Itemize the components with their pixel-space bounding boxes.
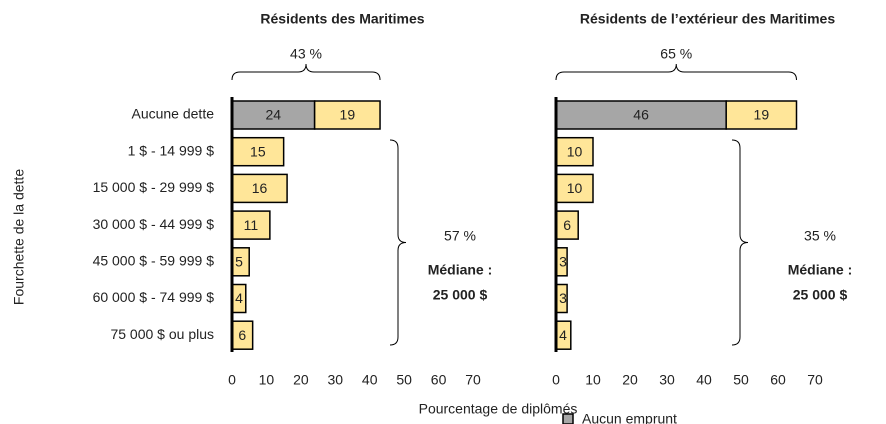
data-label: 4 [559, 327, 567, 343]
top-brace [555, 63, 797, 81]
data-label: 10 [567, 143, 583, 159]
data-label: 19 [754, 107, 770, 123]
x-tick-label: 50 [733, 372, 749, 388]
x-tick-label: 40 [362, 372, 378, 388]
x-tick-label: 0 [552, 372, 560, 388]
top-brace [231, 63, 381, 81]
category-label: 1 $ - 14 999 $ [128, 142, 215, 158]
y-axis-label: Fourchette de la dette [11, 169, 27, 305]
bar-segment [725, 100, 798, 130]
x-tick-label: 30 [659, 372, 675, 388]
bottom-bracket-label: 57 % [444, 228, 476, 244]
data-label: 16 [252, 180, 268, 196]
x-tick-label: 20 [293, 372, 309, 388]
data-label: 4 [235, 290, 243, 306]
median-label: Médiane : [788, 262, 853, 278]
median-value: 25 000 $ [433, 287, 488, 303]
right-brace [731, 139, 749, 346]
top-bracket-label: 43 % [290, 46, 322, 62]
data-label: 15 [250, 143, 266, 159]
x-tick-label: 0 [228, 372, 236, 388]
legend-label: Aucun emprunt [582, 411, 677, 424]
x-tick-label: 20 [622, 372, 638, 388]
data-label: 5 [235, 254, 243, 270]
bar-segment [555, 173, 594, 204]
bar-segment [313, 100, 381, 130]
category-label: 15 000 $ - 29 999 $ [93, 179, 215, 195]
data-label: 24 [266, 107, 282, 123]
x-tick-label: 30 [327, 372, 343, 388]
chart-title: Résidents de l’extérieur des Maritimes [580, 11, 835, 27]
bar-segment [231, 173, 288, 204]
x-tick-label: 60 [770, 372, 786, 388]
x-tick-label: 70 [465, 372, 481, 388]
median-label: Médiane : [428, 262, 493, 278]
category-label: 60 000 $ - 74 999 $ [93, 289, 215, 305]
x-tick-label: 50 [396, 372, 412, 388]
data-label: 46 [633, 107, 649, 123]
x-tick-label: 40 [696, 372, 712, 388]
data-label: 3 [559, 290, 567, 306]
data-label: 11 [244, 217, 259, 233]
right-brace [389, 139, 407, 346]
category-label: Aucune dette [131, 106, 214, 122]
data-label: 3 [559, 254, 567, 270]
category-label: 45 000 $ - 59 999 $ [93, 253, 215, 269]
bar-segment [231, 136, 285, 167]
data-label: 10 [567, 180, 583, 196]
x-tick-label: 10 [259, 372, 275, 388]
median-value: 25 000 $ [793, 287, 848, 303]
x-axis-label: Pourcentage de diplômés [419, 401, 578, 417]
category-label: 75 000 $ ou plus [110, 326, 214, 342]
x-tick-label: 60 [431, 372, 447, 388]
category-label: 30 000 $ - 44 999 $ [93, 216, 215, 232]
bottom-bracket-label: 35 % [804, 228, 836, 244]
top-bracket-label: 65 % [660, 46, 692, 62]
data-label: 6 [238, 327, 246, 343]
bar-segment [231, 210, 271, 240]
legend-swatch [562, 413, 574, 424]
chart-title: Résidents des Maritimes [260, 11, 424, 27]
data-label: 6 [563, 217, 571, 233]
x-tick-label: 10 [585, 372, 601, 388]
data-label: 19 [340, 107, 356, 123]
x-tick-label: 70 [807, 372, 823, 388]
